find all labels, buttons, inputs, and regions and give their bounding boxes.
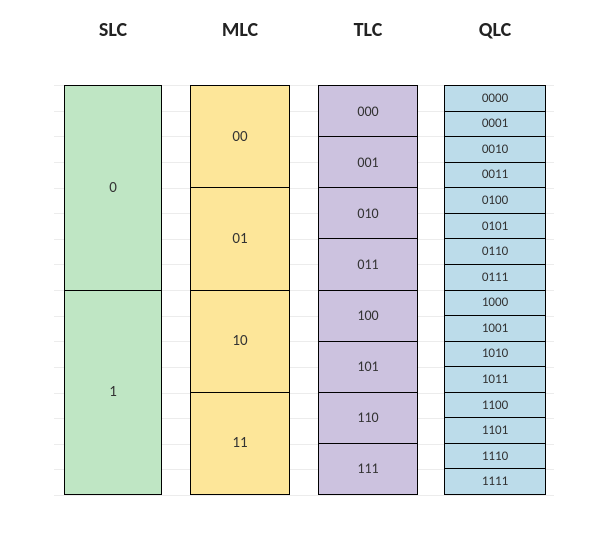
tlc-cell: 000	[318, 85, 418, 136]
nand-cell-diagram: SLC MLC TLC QLC 010001101100000101001110…	[0, 0, 600, 534]
mlc-cell-label: 10	[232, 332, 247, 350]
qlc-cell: 0001	[444, 111, 546, 137]
slc-cell-label: 1	[109, 383, 117, 401]
qlc-cell-label: 0101	[482, 219, 508, 234]
mlc-cell-label: 01	[232, 230, 247, 248]
qlc-cell-label: 0011	[482, 167, 508, 182]
column-qlc: 0000 0001 0010 0011 0100 0101 0110 0111 1000 1001…	[444, 85, 546, 495]
header-mlc: MLC	[185, 18, 295, 42]
qlc-cell: 0010	[444, 136, 546, 162]
qlc-cell: 1011	[444, 366, 546, 392]
qlc-cell: 1101	[444, 417, 546, 443]
slc-cell-label: 0	[109, 179, 117, 197]
header-tlc: TLC	[313, 18, 423, 42]
tlc-cell: 001	[318, 136, 418, 187]
qlc-cell: 0000	[444, 85, 546, 111]
column-mlc: 00 01 10 11	[190, 85, 290, 495]
qlc-cell-label: 0010	[482, 142, 508, 157]
tlc-cell-label: 110	[357, 409, 378, 426]
column-headers: SLC MLC TLC QLC	[0, 18, 600, 58]
tlc-cell-label: 111	[357, 460, 378, 477]
header-slc: SLC	[58, 18, 168, 42]
tlc-cell-label: 011	[357, 256, 378, 273]
tlc-cell: 101	[318, 341, 418, 392]
tlc-cell: 011	[318, 238, 418, 289]
qlc-cell-label: 1100	[482, 398, 508, 413]
mlc-cell: 11	[190, 392, 290, 495]
qlc-cell: 0101	[444, 213, 546, 239]
qlc-cell-label: 1111	[482, 474, 508, 489]
tlc-cell-label: 001	[357, 154, 378, 171]
qlc-cell-label: 1101	[482, 423, 508, 438]
qlc-cell-label: 0110	[482, 244, 508, 259]
qlc-cell: 1010	[444, 341, 546, 367]
header-tlc-label: TLC	[354, 18, 383, 42]
qlc-cell: 0100	[444, 187, 546, 213]
tlc-cell-label: 100	[357, 307, 378, 324]
tlc-cell-label: 000	[357, 103, 378, 120]
qlc-cell-label: 0100	[482, 193, 508, 208]
tlc-cell-label: 101	[357, 358, 378, 375]
qlc-cell: 1110	[444, 443, 546, 469]
column-slc: 01	[64, 85, 162, 495]
slc-cell: 0	[64, 85, 162, 290]
mlc-cell: 01	[190, 187, 290, 289]
tlc-cell-label: 010	[357, 205, 378, 222]
header-qlc-label: QLC	[479, 18, 512, 42]
qlc-cell: 0110	[444, 238, 546, 264]
mlc-cell: 00	[190, 85, 290, 187]
qlc-cell: 1100	[444, 392, 546, 418]
qlc-cell: 0011	[444, 162, 546, 188]
tlc-cell: 100	[318, 290, 418, 341]
mlc-cell: 10	[190, 290, 290, 392]
qlc-cell-label: 1001	[482, 321, 508, 336]
qlc-cell-label: 1110	[482, 449, 508, 464]
tlc-cell: 110	[318, 392, 418, 443]
qlc-cell-label: 1011	[482, 372, 508, 387]
header-slc-label: SLC	[99, 18, 127, 42]
column-tlc: 000 001 010 011 100 101 110 111	[318, 85, 418, 495]
qlc-cell: 0111	[444, 264, 546, 290]
qlc-cell: 1001	[444, 315, 546, 341]
slc-cell: 1	[64, 290, 162, 496]
qlc-cell-label: 0111	[482, 270, 508, 285]
tlc-cell: 111	[318, 443, 418, 495]
columns-container: 0100011011000001010011100101110111000000…	[0, 85, 600, 495]
qlc-cell: 1111	[444, 468, 546, 495]
mlc-cell-label: 00	[232, 128, 247, 146]
header-mlc-label: MLC	[222, 18, 258, 42]
header-qlc: QLC	[440, 18, 550, 42]
tlc-cell: 010	[318, 187, 418, 238]
qlc-cell-label: 0000	[482, 91, 508, 106]
qlc-cell-label: 1000	[482, 295, 508, 310]
qlc-cell: 1000	[444, 290, 546, 316]
qlc-cell-label: 0001	[482, 116, 508, 131]
mlc-cell-label: 11	[232, 434, 247, 452]
qlc-cell-label: 1010	[482, 346, 508, 361]
